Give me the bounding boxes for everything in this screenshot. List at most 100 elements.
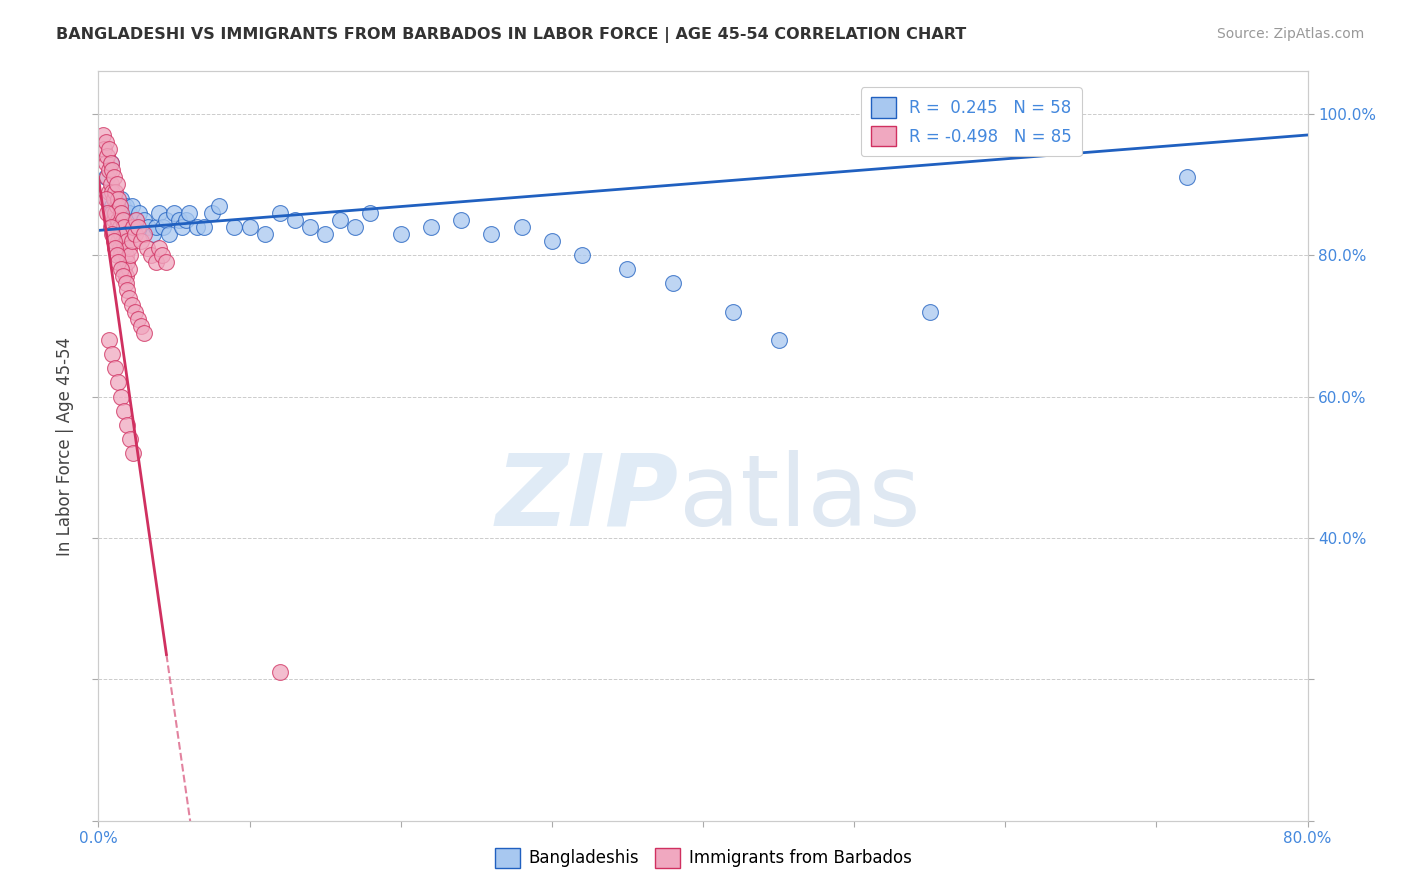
- Point: [174, 212, 197, 227]
- Point: [253, 227, 276, 241]
- Point: [125, 212, 148, 227]
- Point: [114, 199, 136, 213]
- Point: [96, 170, 118, 185]
- Legend: R =  0.245   N = 58, R = -0.498   N = 85: R = 0.245 N = 58, R = -0.498 N = 85: [860, 87, 1081, 156]
- Point: [100, 156, 122, 170]
- Point: [107, 192, 129, 206]
- Point: [186, 219, 208, 234]
- Point: [104, 241, 127, 255]
- Point: [122, 219, 145, 234]
- Point: [96, 205, 118, 219]
- Point: [163, 205, 186, 219]
- Point: [314, 227, 336, 241]
- Point: [329, 212, 352, 227]
- Point: [132, 212, 155, 227]
- Point: [111, 212, 134, 227]
- Point: [193, 219, 215, 234]
- Point: [101, 347, 124, 361]
- Point: [344, 219, 367, 234]
- Point: [100, 178, 122, 192]
- Point: [115, 284, 138, 298]
- Point: [112, 205, 135, 219]
- Point: [121, 298, 143, 312]
- Point: [115, 212, 138, 227]
- Point: [107, 234, 129, 248]
- Point: [104, 192, 127, 206]
- Point: [141, 248, 163, 262]
- Point: [360, 205, 382, 219]
- Point: [540, 234, 562, 248]
- Point: [450, 212, 472, 227]
- Point: [128, 205, 150, 219]
- Point: [101, 163, 124, 178]
- Point: [118, 241, 141, 255]
- Point: [98, 185, 121, 199]
- Point: [284, 212, 307, 227]
- Point: [111, 234, 134, 248]
- Text: BANGLADESHI VS IMMIGRANTS FROM BARBADOS IN LABOR FORCE | AGE 45-54 CORRELATION C: BANGLADESHI VS IMMIGRANTS FROM BARBADOS …: [56, 27, 966, 43]
- Point: [98, 142, 121, 156]
- Point: [269, 665, 291, 680]
- Point: [155, 255, 177, 269]
- Point: [129, 234, 152, 248]
- Point: [96, 149, 118, 163]
- Point: [108, 199, 131, 213]
- Point: [152, 219, 174, 234]
- Point: [98, 163, 121, 178]
- Point: [510, 219, 533, 234]
- Point: [101, 205, 124, 219]
- Point: [115, 234, 138, 248]
- Point: [101, 227, 124, 241]
- Point: [105, 248, 128, 262]
- Point: [127, 219, 149, 234]
- Point: [179, 205, 201, 219]
- Point: [104, 361, 127, 376]
- Point: [420, 219, 443, 234]
- Point: [98, 192, 121, 206]
- Point: [299, 219, 322, 234]
- Point: [114, 269, 136, 284]
- Point: [103, 212, 125, 227]
- Point: [104, 185, 127, 199]
- Point: [100, 219, 122, 234]
- Point: [1175, 170, 1198, 185]
- Point: [148, 205, 170, 219]
- Point: [148, 241, 170, 255]
- Point: [94, 135, 117, 149]
- Point: [107, 219, 129, 234]
- Point: [136, 219, 159, 234]
- Point: [103, 205, 125, 219]
- Point: [94, 192, 117, 206]
- Point: [105, 178, 128, 192]
- Point: [127, 311, 149, 326]
- Point: [114, 248, 136, 262]
- Point: [94, 156, 117, 170]
- Point: [201, 205, 224, 219]
- Legend: Bangladeshis, Immigrants from Barbados: Bangladeshis, Immigrants from Barbados: [488, 841, 918, 875]
- Point: [108, 219, 131, 234]
- Point: [125, 212, 148, 227]
- Point: [103, 234, 125, 248]
- Point: [159, 227, 181, 241]
- Point: [120, 248, 142, 262]
- Point: [132, 326, 155, 340]
- Point: [120, 219, 142, 234]
- Point: [101, 199, 124, 213]
- Point: [110, 390, 132, 404]
- Point: [94, 170, 117, 185]
- Point: [768, 333, 790, 347]
- Point: [155, 212, 177, 227]
- Text: atlas: atlas: [679, 450, 921, 547]
- Point: [105, 212, 128, 227]
- Text: Source: ZipAtlas.com: Source: ZipAtlas.com: [1216, 27, 1364, 41]
- Point: [110, 262, 132, 277]
- Point: [112, 241, 135, 255]
- Point: [389, 227, 412, 241]
- Point: [142, 227, 165, 241]
- Point: [239, 219, 262, 234]
- Point: [129, 318, 152, 333]
- Point: [100, 156, 122, 170]
- Point: [170, 219, 193, 234]
- Point: [110, 205, 132, 219]
- Text: ZIP: ZIP: [496, 450, 679, 547]
